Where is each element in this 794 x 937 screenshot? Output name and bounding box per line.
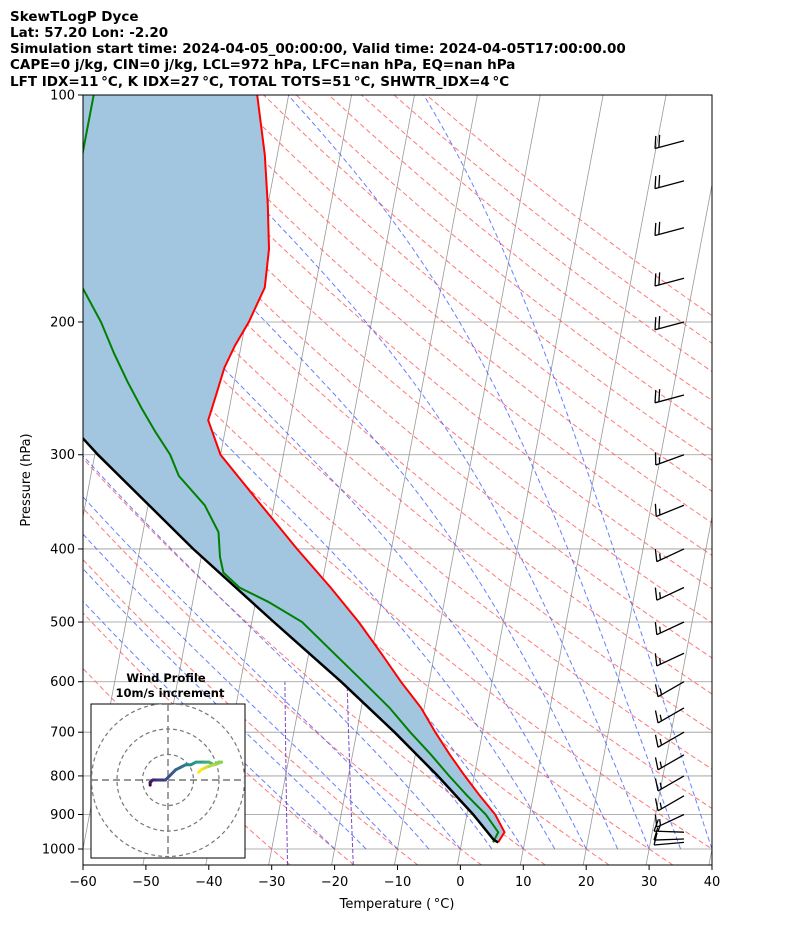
moist-adiabat [287, 95, 681, 850]
wind-barb [654, 621, 685, 636]
wind-barb [654, 813, 685, 828]
y-tick-label: 600 [50, 675, 75, 690]
dry-adiabat [83, 150, 712, 695]
y-tick-label: 300 [50, 448, 75, 463]
wind-barb [654, 586, 685, 601]
y-tick-label: 700 [50, 726, 75, 741]
dry-adiabat [83, 457, 546, 865]
dry-adiabat [83, 111, 712, 659]
temperature-line [207, 95, 506, 843]
dewpoint-line [83, 95, 500, 843]
wind-barb [654, 221, 685, 237]
dry-adiabat [83, 232, 712, 770]
wind-barb [653, 827, 685, 841]
isotherm-line [268, 95, 415, 865]
moist-adiabat [83, 567, 367, 850]
hodograph-subtitle: 10m/s increment [116, 686, 225, 700]
y-tick-label: 200 [50, 315, 75, 330]
isotherm-line [331, 95, 478, 865]
chart-title-cape-line: CAPE=0 j/kg, CIN=0 j/kg, LCL=972 hPa, LF… [10, 57, 516, 73]
x-tick-label: −20 [321, 875, 348, 890]
moist-adiabat [83, 454, 461, 850]
y-tick-label: 100 [50, 89, 75, 104]
dry-adiabat [426, 95, 712, 317]
wind-barb [654, 795, 685, 812]
isotherm-line [772, 95, 794, 865]
isotherm-line [708, 846, 712, 865]
dry-adiabat [198, 95, 712, 524]
wind-barb [654, 548, 685, 563]
chart-title-location: Lat: 57.20 Lon: -2.20 [10, 25, 169, 41]
wind-barb [654, 503, 685, 518]
dry-adiabat [83, 318, 712, 850]
wind-barb [654, 681, 685, 698]
dry-adiabat [393, 95, 712, 344]
moist-adiabat [83, 533, 398, 850]
cin-cape-fill [83, 95, 505, 843]
isotherm-line [645, 514, 712, 865]
wind-barb [654, 731, 685, 748]
moist-adiabat [83, 496, 430, 850]
y-tick-label: 400 [50, 542, 75, 557]
x-tick-label: 40 [704, 875, 721, 890]
x-tick-label: 0 [456, 875, 464, 890]
mixing-ratio-line [284, 681, 288, 865]
x-tick-label: 10 [515, 875, 532, 890]
dry-adiabat [83, 190, 712, 732]
moist-adiabat [423, 95, 712, 850]
y-tick-label: 900 [50, 808, 75, 823]
dry-adiabat [295, 95, 712, 431]
dry-adiabat [328, 95, 712, 402]
wind-barb [654, 389, 685, 404]
x-tick-label: −60 [69, 875, 96, 890]
dry-adiabat [83, 612, 355, 865]
x-tick-label: −10 [384, 875, 411, 890]
wind-barb [654, 707, 685, 724]
moist-adiabat [158, 95, 650, 850]
dry-adiabat [263, 95, 712, 461]
chart-title-times: Simulation start time: 2024-04-05_00:00:… [10, 41, 626, 57]
x-tick-label: 30 [641, 875, 658, 890]
wind-barb [653, 832, 685, 846]
isotherm-line [582, 182, 712, 865]
x-tick-label: −40 [195, 875, 222, 890]
wind-barb [654, 134, 685, 150]
wind-barb [654, 754, 685, 771]
dry-adiabat [83, 409, 610, 865]
x-axis-label: Temperature ( °C) [339, 897, 455, 912]
x-tick-label: −50 [132, 875, 159, 890]
wind-barb [654, 272, 685, 287]
wind-barb [654, 174, 685, 190]
chart-title-index-line: LFT IDX=11 °C, K IDX=27 °C, TOTAL TOTS=5… [10, 74, 510, 90]
dry-adiabat [165, 95, 712, 557]
y-tick-label: 500 [50, 616, 75, 631]
moist-adiabat [83, 122, 619, 850]
x-tick-label: −30 [258, 875, 285, 890]
wind-barb [654, 452, 685, 466]
wind-barb [654, 775, 685, 792]
y-axis-label: Pressure (hPa) [19, 433, 34, 526]
hodograph-segment [197, 768, 203, 774]
x-tick-label: 20 [578, 875, 595, 890]
parcel-line [83, 436, 499, 844]
mixing-ratio-line [346, 681, 354, 865]
isotherm-line [456, 95, 604, 865]
y-tick-label: 800 [50, 769, 75, 784]
moist-adiabat [83, 215, 587, 850]
isotherm-line [519, 95, 667, 865]
moist-adiabat [83, 600, 335, 850]
y-tick-label: 1000 [42, 843, 75, 858]
chart-title-station: SkewTLogP Dyce [10, 9, 139, 25]
wind-barb [654, 316, 685, 331]
hodograph-title: Wind Profile [126, 671, 206, 685]
wind-barb [654, 652, 685, 667]
